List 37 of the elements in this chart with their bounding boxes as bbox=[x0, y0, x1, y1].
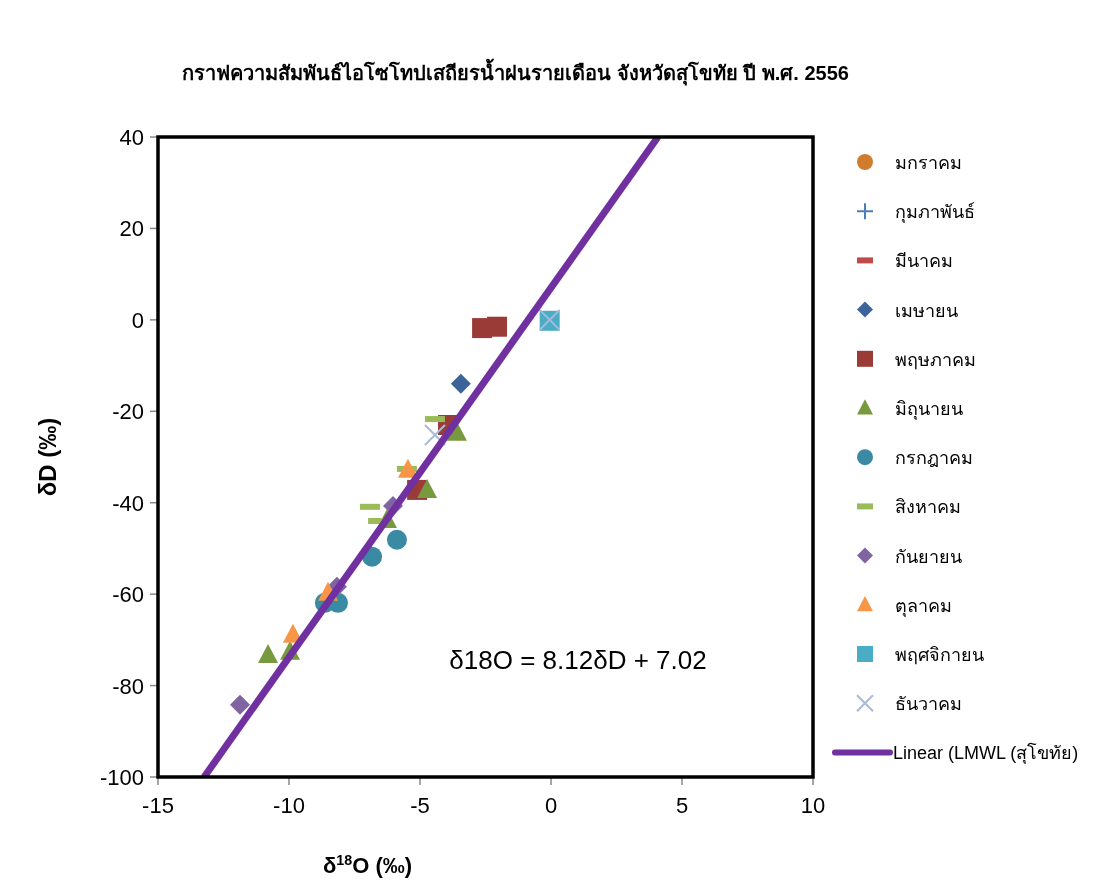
y-tick-label: -100 bbox=[99, 765, 144, 790]
legend-label: กุมภาพันธ์ bbox=[895, 202, 975, 224]
legend-label: กรกฎาคม bbox=[895, 448, 973, 469]
legend-label: กันยายน bbox=[895, 546, 962, 567]
chart-title: กราฟความสัมพันธ์ไอโซโทปเสถียรน้ำฝนรายเดือน จังหวัดสุโขทัย ปี พ.ศ. 2556 bbox=[182, 58, 849, 86]
point bbox=[258, 643, 279, 663]
y-tick-label: 0 bbox=[131, 307, 144, 333]
point bbox=[417, 478, 438, 498]
x-tick-label: 10 bbox=[800, 793, 826, 818]
legend-label: ธันวาคม bbox=[895, 694, 962, 715]
legend-label: พฤศจิกายน bbox=[895, 645, 984, 665]
y-tick-label: -20 bbox=[112, 399, 144, 425]
x-axis-title: δ$^{18}$O (‰) bbox=[323, 852, 413, 878]
legend-label: ตุลาคม bbox=[895, 595, 952, 617]
legend-label: มิถุนายน bbox=[895, 399, 963, 420]
legend-label: สิงหาคม bbox=[895, 497, 961, 518]
point bbox=[487, 316, 508, 337]
y-tick-label: 20 bbox=[119, 216, 144, 242]
annotation: δ18O = 8.12δD + 7.02 bbox=[449, 645, 707, 675]
x-tick-label: 5 bbox=[675, 793, 689, 818]
legend-label: มกราคม bbox=[895, 153, 962, 173]
x-tick-label: 0 bbox=[544, 793, 558, 818]
y-tick-label: -80 bbox=[112, 673, 144, 699]
y-axis-title: δD (‰) bbox=[34, 417, 61, 497]
x-tick-label: -15 bbox=[142, 793, 174, 818]
point bbox=[230, 694, 251, 715]
y-tick-label: 40 bbox=[119, 125, 144, 150]
legend-label: Linear (LMWL (สุโขทัย) bbox=[893, 742, 1079, 765]
legend-label: พฤษภาคม bbox=[895, 349, 976, 370]
x-tick-label: -10 bbox=[273, 793, 305, 818]
x-tick-label: -5 bbox=[410, 793, 430, 818]
point bbox=[397, 458, 418, 478]
point bbox=[386, 529, 407, 550]
legend-label: เมษายน bbox=[895, 300, 958, 321]
y-tick-label: -40 bbox=[112, 490, 144, 516]
legend-label: มีนาคม bbox=[895, 251, 953, 272]
y-tick-label: -60 bbox=[112, 582, 144, 608]
